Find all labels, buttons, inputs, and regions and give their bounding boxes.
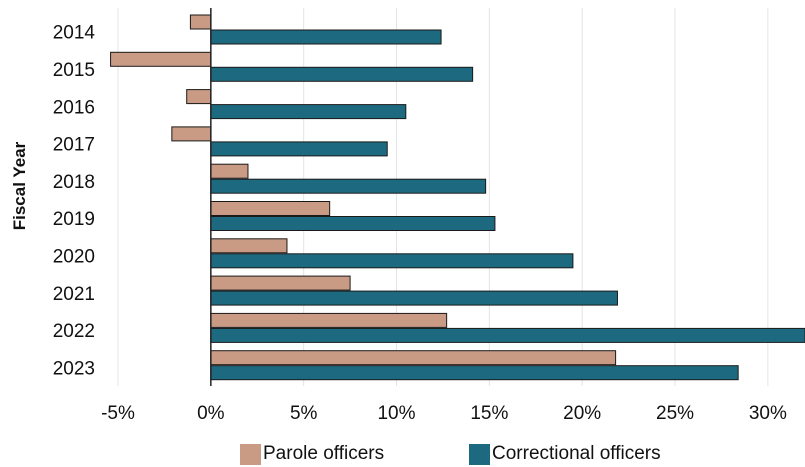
legend-swatch-parole-officers — [240, 443, 261, 465]
bar-parole-officers — [210, 238, 288, 254]
bar-parole-officers — [210, 312, 448, 328]
y-tick-label: 2023 — [53, 358, 95, 379]
bar-correctional-officers — [210, 104, 407, 120]
bar-parole-officers — [186, 89, 212, 105]
legend-item-parole-officers: Parole officers — [240, 441, 384, 467]
x-tick-labels: -5% 0% 5% 10% 15% 20% 25% 30% — [101, 403, 787, 424]
x-tick-label: 0% — [197, 403, 225, 424]
bar-chart: 2014 2015 2016 2017 2018 2019 2020 2021 2022 2023… — [10, 8, 805, 424]
y-tick-label: 2016 — [53, 97, 95, 118]
bar-correctional-officers — [210, 141, 388, 157]
bar-parole-officers — [210, 163, 249, 179]
y-tick-label: 2018 — [53, 172, 95, 193]
legend-label-correctional-officers: Correctional officers — [492, 443, 661, 464]
x-tick-label: 25% — [656, 403, 694, 424]
y-tick-label: 2022 — [53, 321, 95, 342]
x-tick-label: 10% — [377, 403, 415, 424]
bar-correctional-officers — [210, 178, 487, 194]
legend-swatch-correctional-officers — [469, 443, 490, 465]
x-tick-label: 30% — [749, 403, 787, 424]
bar-parole-officers — [189, 14, 212, 30]
bar-correctional-officers — [210, 290, 618, 306]
y-tick-label: 2017 — [53, 135, 95, 156]
x-tick-label: 15% — [470, 403, 508, 424]
y-tick-label: 2015 — [53, 60, 95, 81]
x-tick-label: 5% — [290, 403, 318, 424]
bar-parole-officers — [210, 201, 331, 216]
bar-parole-officers — [171, 126, 212, 142]
bar-parole-officers — [110, 51, 212, 67]
y-tick-label: 2014 — [53, 23, 96, 44]
y-axis-title: Fiscal Year — [10, 141, 29, 230]
y-tick-label: 2020 — [53, 246, 95, 267]
y-tick-labels: 2014 2015 2016 2017 2018 2019 2020 2021 2022 2023 — [53, 23, 96, 380]
x-tick-label: -5% — [101, 403, 135, 424]
bar-correctional-officers — [210, 216, 496, 231]
bar-correctional-officers — [210, 29, 442, 45]
bar-correctional-officers — [210, 253, 574, 269]
bar-correctional-officers — [210, 66, 474, 82]
bar-correctional-officers — [210, 365, 739, 381]
y-tick-label: 2021 — [53, 284, 95, 305]
bar-parole-officers — [210, 275, 351, 291]
x-tick-label: 20% — [563, 403, 601, 424]
legend-label-parole-officers: Parole officers — [263, 443, 385, 464]
legend: Parole officers Correctional officers — [0, 441, 805, 467]
bars — [110, 14, 805, 381]
bar-correctional-officers — [210, 327, 805, 343]
bar-parole-officers — [210, 350, 617, 366]
y-tick-label: 2019 — [53, 209, 95, 230]
legend-item-correctional-officers: Correctional officers — [469, 441, 661, 467]
